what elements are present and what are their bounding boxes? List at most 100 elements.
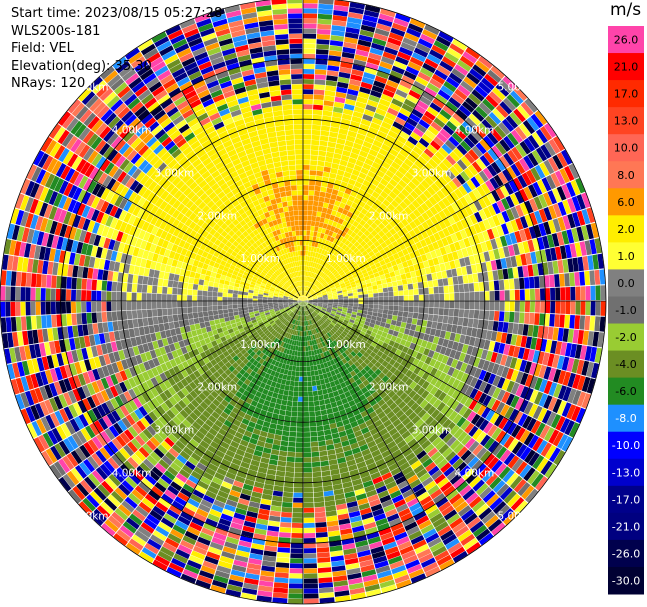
range-gate bbox=[303, 69, 315, 74]
range-gate bbox=[337, 308, 343, 312]
range-gate bbox=[411, 257, 418, 265]
range-gate bbox=[557, 370, 567, 385]
range-gate bbox=[424, 129, 436, 140]
range-gate bbox=[359, 319, 366, 325]
range-gate bbox=[316, 307, 322, 310]
range-gate bbox=[323, 100, 334, 107]
range-gate bbox=[385, 170, 395, 179]
range-gate bbox=[332, 305, 338, 309]
range-gate bbox=[461, 326, 468, 336]
range-gate bbox=[529, 212, 538, 226]
range-gate bbox=[356, 312, 362, 317]
range-gate bbox=[485, 240, 493, 251]
range-gate bbox=[330, 267, 335, 273]
range-gate bbox=[305, 286, 307, 292]
range-gate bbox=[418, 307, 424, 314]
range-gate bbox=[392, 264, 399, 272]
range-gate bbox=[343, 268, 350, 274]
range-gate bbox=[504, 182, 514, 195]
range-gate bbox=[548, 429, 560, 444]
range-gate bbox=[498, 122, 511, 136]
range-gate bbox=[350, 244, 357, 251]
range-gate bbox=[388, 296, 394, 301]
range-gate bbox=[495, 237, 503, 249]
range-gate bbox=[326, 224, 332, 231]
range-gate bbox=[446, 194, 455, 205]
range-gate bbox=[519, 202, 529, 216]
range-gate bbox=[381, 161, 391, 170]
range-gate bbox=[333, 250, 339, 256]
range-gate bbox=[433, 286, 439, 294]
range-gate bbox=[540, 126, 553, 141]
range-gate bbox=[579, 271, 586, 286]
range-gate bbox=[473, 337, 481, 348]
range-gate bbox=[318, 201, 324, 208]
range-gate bbox=[386, 318, 392, 325]
range-gate bbox=[311, 456, 320, 463]
range-gate bbox=[323, 429, 332, 436]
range-gate bbox=[303, 411, 310, 417]
range-gate bbox=[314, 280, 318, 285]
range-gate bbox=[510, 163, 521, 177]
range-gate bbox=[530, 301, 535, 313]
range-gate bbox=[396, 135, 407, 144]
range-gate bbox=[460, 140, 472, 152]
range-gate bbox=[449, 166, 460, 177]
range-gate bbox=[334, 96, 346, 104]
range-gate bbox=[312, 285, 317, 290]
range-gate bbox=[305, 271, 308, 276]
range-gate bbox=[284, 385, 290, 391]
range-gate bbox=[279, 527, 292, 533]
range-gate bbox=[445, 101, 458, 113]
range-gate bbox=[515, 217, 524, 231]
range-gate bbox=[339, 202, 346, 209]
range-gate bbox=[378, 13, 395, 23]
range-gate bbox=[292, 396, 298, 402]
range-gate bbox=[487, 216, 496, 228]
range-gate bbox=[318, 277, 323, 283]
range-gate bbox=[310, 226, 315, 232]
range-gate bbox=[513, 108, 526, 123]
range-gate bbox=[549, 274, 555, 288]
range-gate bbox=[544, 427, 555, 442]
range-gate bbox=[433, 136, 445, 147]
range-gate bbox=[496, 389, 506, 402]
range-gate bbox=[581, 360, 590, 376]
range-gate bbox=[307, 282, 311, 287]
range-gate bbox=[549, 314, 555, 327]
range-gate bbox=[375, 333, 382, 340]
range-gate bbox=[469, 68, 484, 81]
range-gate bbox=[332, 158, 341, 165]
range-gate bbox=[404, 171, 414, 181]
range-gate bbox=[401, 162, 411, 172]
range-gate bbox=[303, 512, 315, 518]
range-gate bbox=[340, 256, 346, 262]
range-gate bbox=[390, 260, 397, 267]
range-gate bbox=[419, 301, 424, 307]
range-gate bbox=[471, 89, 485, 102]
range-gate bbox=[403, 266, 410, 274]
range-gate bbox=[492, 387, 502, 399]
range-gate bbox=[510, 382, 520, 395]
range-gate bbox=[364, 67, 378, 75]
range-gate bbox=[386, 152, 396, 161]
range-gate bbox=[315, 258, 319, 264]
range-gate bbox=[319, 191, 326, 198]
range-gate bbox=[394, 269, 401, 276]
range-gate bbox=[305, 341, 308, 347]
range-gate bbox=[594, 269, 601, 285]
range-gate bbox=[472, 273, 479, 283]
range-gate bbox=[439, 330, 446, 339]
range-gate bbox=[416, 319, 423, 326]
range-gate bbox=[303, 296, 305, 301]
range-gate bbox=[364, 275, 370, 281]
range-gate bbox=[348, 206, 356, 214]
range-gate bbox=[339, 271, 345, 277]
range-gate bbox=[318, 248, 323, 254]
range-gate bbox=[303, 296, 306, 301]
range-gate bbox=[316, 170, 324, 177]
range-gate bbox=[487, 204, 497, 217]
range-gate bbox=[460, 383, 470, 394]
range-gate bbox=[291, 538, 303, 544]
range-gate bbox=[376, 330, 383, 336]
